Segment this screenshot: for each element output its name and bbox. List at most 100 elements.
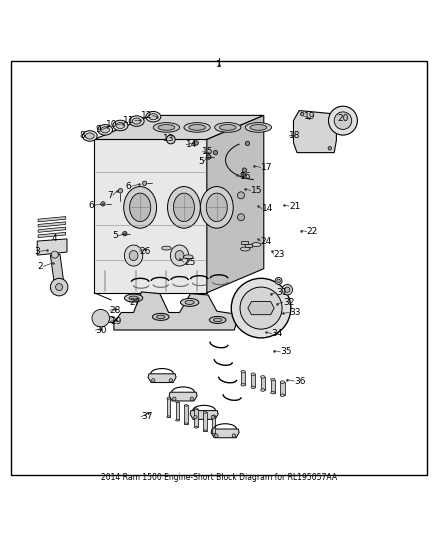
Ellipse shape	[212, 415, 215, 417]
Circle shape	[92, 310, 110, 327]
Ellipse shape	[129, 116, 144, 126]
Polygon shape	[37, 239, 67, 255]
Polygon shape	[114, 292, 239, 330]
Ellipse shape	[271, 378, 275, 381]
Bar	[241, 241, 248, 244]
Circle shape	[241, 172, 245, 177]
Circle shape	[101, 201, 105, 206]
Text: 27: 27	[129, 298, 141, 307]
Ellipse shape	[261, 376, 265, 378]
Circle shape	[242, 168, 247, 172]
Ellipse shape	[189, 125, 205, 130]
Circle shape	[275, 278, 282, 285]
Ellipse shape	[280, 394, 285, 397]
Polygon shape	[190, 410, 218, 419]
Circle shape	[245, 141, 250, 146]
Polygon shape	[94, 115, 264, 140]
Circle shape	[51, 251, 58, 258]
Circle shape	[328, 106, 357, 135]
Text: 7: 7	[107, 191, 113, 199]
Ellipse shape	[250, 125, 267, 130]
Ellipse shape	[124, 245, 143, 266]
Circle shape	[237, 214, 244, 221]
Circle shape	[142, 181, 147, 185]
Circle shape	[152, 378, 155, 382]
Text: 15: 15	[202, 147, 214, 156]
Bar	[212, 416, 215, 434]
Text: 2: 2	[37, 262, 43, 271]
Ellipse shape	[245, 123, 272, 132]
Bar	[261, 377, 265, 390]
Text: 22: 22	[307, 227, 318, 236]
Ellipse shape	[176, 419, 179, 421]
Ellipse shape	[129, 296, 138, 300]
Text: 30: 30	[95, 326, 107, 335]
Circle shape	[194, 141, 198, 145]
Text: 4: 4	[51, 233, 57, 243]
Text: 25: 25	[184, 257, 195, 266]
Ellipse shape	[209, 317, 226, 324]
Ellipse shape	[241, 383, 245, 386]
Ellipse shape	[152, 313, 169, 320]
Circle shape	[173, 397, 176, 400]
Circle shape	[211, 415, 215, 419]
Text: 5: 5	[198, 157, 204, 166]
Text: 26: 26	[139, 247, 151, 256]
Text: 28: 28	[110, 306, 121, 315]
Text: 35: 35	[280, 348, 292, 357]
Ellipse shape	[167, 416, 170, 418]
Text: 15: 15	[251, 186, 262, 195]
Ellipse shape	[167, 398, 170, 399]
Text: 12: 12	[141, 111, 152, 120]
Circle shape	[118, 189, 123, 193]
Text: 23: 23	[274, 250, 285, 259]
Ellipse shape	[241, 370, 245, 373]
Ellipse shape	[149, 114, 158, 120]
Ellipse shape	[173, 193, 194, 222]
Ellipse shape	[162, 246, 171, 250]
Circle shape	[166, 135, 175, 144]
Text: 16: 16	[240, 172, 251, 181]
Polygon shape	[248, 302, 274, 314]
Ellipse shape	[184, 255, 193, 259]
Text: 14: 14	[262, 204, 273, 213]
Text: 32: 32	[283, 298, 294, 307]
Circle shape	[169, 378, 173, 382]
Ellipse shape	[261, 389, 265, 391]
Text: 6: 6	[126, 182, 131, 191]
Polygon shape	[207, 115, 264, 293]
Ellipse shape	[116, 123, 125, 128]
Ellipse shape	[184, 423, 188, 425]
Ellipse shape	[203, 411, 207, 413]
Polygon shape	[148, 374, 176, 383]
Ellipse shape	[129, 251, 138, 261]
Circle shape	[285, 287, 290, 292]
Ellipse shape	[124, 187, 157, 228]
Text: 20: 20	[337, 114, 349, 123]
Circle shape	[237, 192, 244, 199]
Ellipse shape	[212, 433, 215, 435]
Text: 29: 29	[110, 317, 122, 326]
Ellipse shape	[194, 426, 198, 428]
Bar	[245, 244, 252, 247]
Polygon shape	[211, 429, 239, 438]
Circle shape	[190, 397, 194, 400]
Circle shape	[56, 284, 63, 290]
Circle shape	[213, 150, 218, 155]
Bar	[271, 379, 275, 393]
Circle shape	[282, 285, 293, 295]
Ellipse shape	[153, 123, 180, 132]
Text: 31: 31	[276, 288, 287, 297]
Bar	[194, 409, 198, 427]
Text: 37: 37	[141, 412, 152, 421]
Ellipse shape	[157, 315, 165, 319]
Circle shape	[300, 112, 304, 116]
Bar	[176, 402, 179, 420]
Text: 13: 13	[163, 134, 174, 143]
Ellipse shape	[251, 386, 255, 389]
Ellipse shape	[124, 294, 143, 302]
Ellipse shape	[214, 318, 222, 322]
Ellipse shape	[175, 251, 184, 261]
Ellipse shape	[170, 245, 189, 266]
Ellipse shape	[184, 123, 210, 132]
